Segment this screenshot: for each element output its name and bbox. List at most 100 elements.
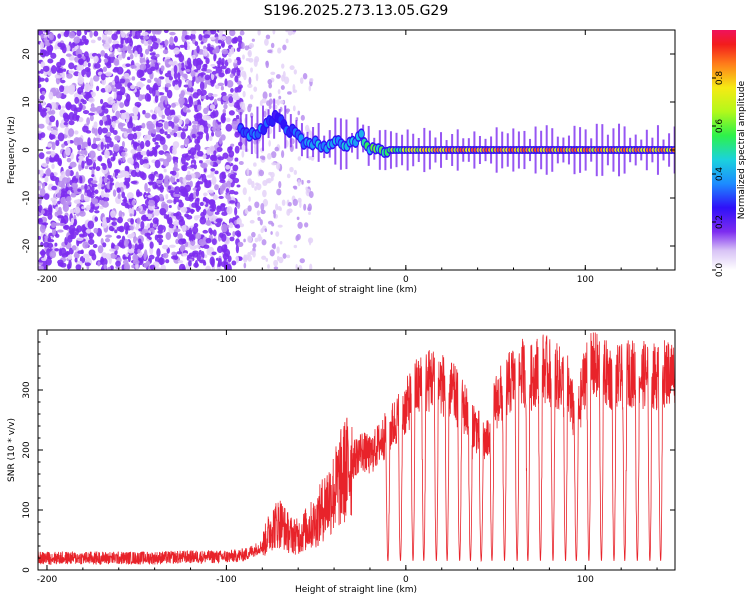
noise-blob [231, 120, 239, 130]
noise-blob [210, 179, 217, 183]
noise-blob [118, 225, 125, 233]
noise-blob [251, 38, 255, 42]
noise-blob [88, 97, 95, 103]
noise-blob [228, 110, 235, 116]
noise-blob [93, 30, 99, 37]
noise-blob [226, 206, 233, 215]
noise-blob [267, 78, 273, 85]
noise-blob [242, 54, 245, 60]
snr-xtick-label: -100 [216, 575, 237, 585]
noise-blob [130, 180, 138, 185]
noise-blob [164, 107, 171, 116]
noise-blob [259, 155, 266, 160]
noise-blob [121, 151, 126, 157]
noise-blob [202, 114, 209, 121]
noise-blob [121, 140, 125, 148]
noise-blob [225, 35, 232, 45]
noise-blob [47, 127, 54, 131]
noise-blob [144, 182, 148, 192]
noise-blob [236, 202, 241, 210]
colorbar-gradient [712, 30, 736, 270]
noise-blob [79, 178, 83, 184]
noise-blob [154, 146, 159, 150]
noise-blob [197, 115, 203, 124]
noise-blob [151, 30, 157, 35]
noise-blob [181, 155, 186, 165]
noise-blob [242, 255, 248, 263]
noise-blob [247, 49, 252, 58]
noise-blob [239, 101, 246, 110]
noise-blob [177, 233, 183, 240]
noise-blob [68, 120, 75, 126]
noise-blob [104, 193, 110, 198]
noise-blob [47, 58, 54, 64]
noise-blob [183, 41, 188, 50]
noise-blob [109, 248, 116, 252]
noise-blob [174, 156, 179, 160]
noise-blob [71, 42, 76, 48]
noise-blob [221, 57, 225, 66]
noise-blob [127, 254, 131, 263]
noise-blob [205, 219, 212, 226]
noise-blob [104, 84, 112, 93]
noise-blob [281, 199, 286, 206]
noise-blob [173, 193, 181, 198]
noise-blob [293, 185, 298, 190]
noise-blob [68, 111, 75, 121]
noise-blob [150, 109, 154, 113]
noise-blob [42, 49, 48, 55]
noise-blob [60, 170, 66, 179]
noise-blob [271, 162, 277, 166]
noise-blob [180, 131, 186, 140]
noise-blob [186, 86, 194, 93]
noise-blob [169, 31, 176, 36]
noise-blob [158, 92, 165, 96]
noise-blob [190, 70, 196, 77]
noise-blob [100, 73, 106, 81]
noise-blob [101, 252, 108, 259]
noise-blob [78, 158, 82, 165]
noise-blob [99, 119, 104, 126]
noise-blob [172, 221, 180, 226]
noise-blob [172, 80, 176, 87]
noise-blob [61, 177, 69, 184]
noise-blob [88, 112, 95, 116]
noise-blob [221, 244, 228, 253]
noise-blob [129, 53, 134, 60]
noise-blob [108, 225, 114, 232]
noise-blob [40, 68, 44, 74]
noise-blob [199, 160, 203, 164]
noise-blob [185, 229, 193, 235]
noise-blob [135, 125, 140, 129]
noise-blob [265, 34, 271, 40]
noise-blob [254, 201, 260, 209]
noise-blob [38, 103, 42, 112]
noise-blob [251, 180, 255, 189]
noise-blob [208, 135, 213, 142]
noise-blob [122, 199, 128, 203]
noise-blob [207, 92, 213, 98]
noise-blob [173, 125, 179, 132]
noise-blob [207, 43, 211, 48]
noise-blob [276, 188, 282, 196]
noise-blob [220, 65, 227, 70]
noise-blob [308, 211, 311, 216]
noise-blob [48, 32, 54, 41]
noise-blob [114, 75, 120, 84]
noise-blob [66, 73, 73, 79]
noise-blob [211, 70, 217, 75]
noise-blob [146, 149, 151, 157]
noise-blob [241, 42, 245, 50]
noise-blob [173, 196, 179, 203]
spectrogram-ytick-label: -10 [22, 190, 32, 205]
noise-blob [143, 251, 147, 261]
noise-blob [123, 72, 130, 79]
noise-blob [115, 31, 121, 35]
colorbar-label: Normalized spectral amplitude [737, 80, 747, 219]
noise-blob [144, 225, 149, 230]
noise-blob [286, 209, 291, 216]
noise-blob [69, 208, 75, 215]
noise-blob [99, 205, 104, 210]
noise-blob [38, 218, 42, 223]
noise-blob [142, 35, 150, 40]
